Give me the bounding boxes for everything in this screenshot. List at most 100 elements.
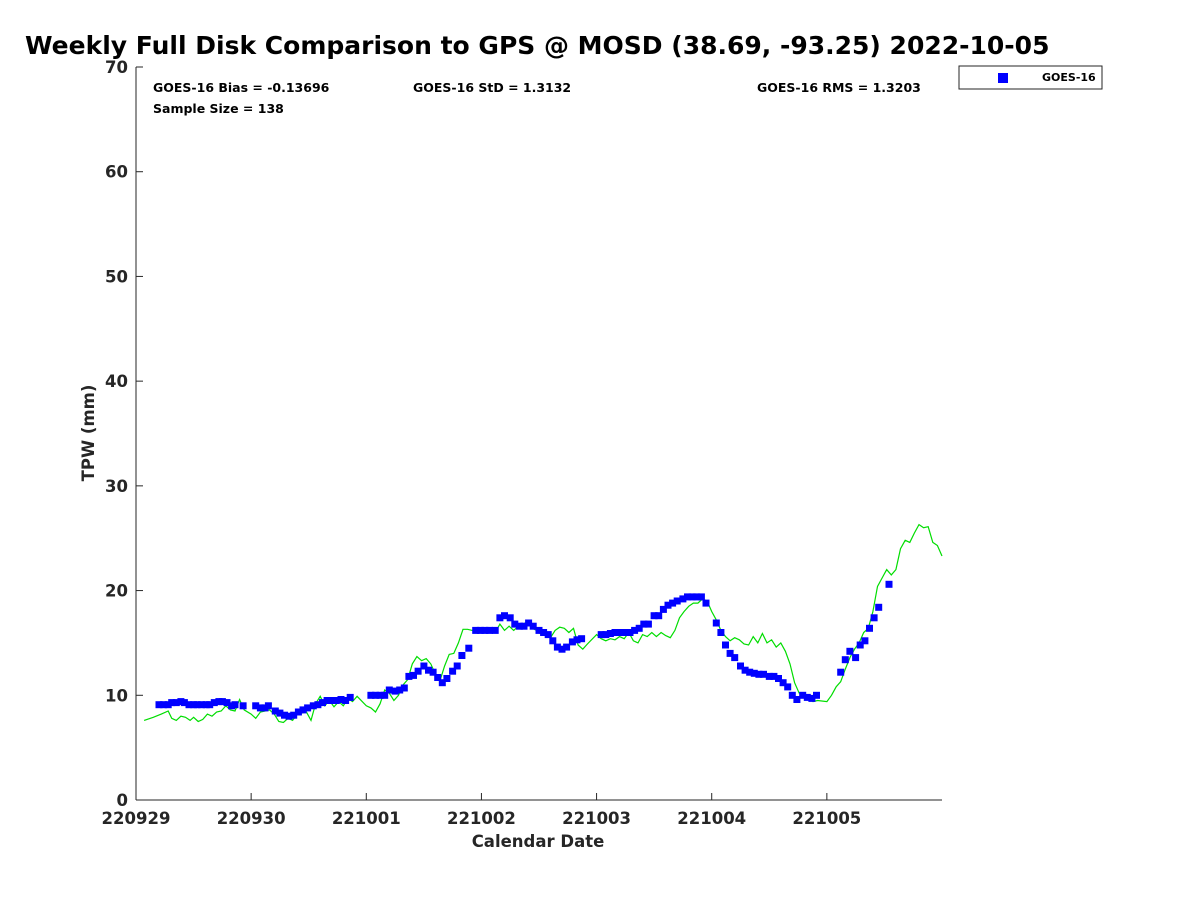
x-ticks: 220929 220930 221001 221002 221003 221004 2210… (102, 793, 861, 828)
goes-point (206, 701, 214, 709)
goes-point (400, 684, 408, 692)
goes-point (472, 626, 480, 634)
y-tick-label: 0 (117, 791, 128, 810)
goes-point (434, 674, 442, 681)
goes-point (563, 643, 571, 651)
goes-point (885, 580, 893, 588)
goes-point (491, 626, 499, 634)
goes-point (760, 670, 767, 678)
goes-point (693, 593, 701, 601)
goes-point (621, 629, 629, 636)
y-tick-label: 50 (105, 267, 128, 286)
goes-point (405, 672, 413, 680)
goes-point (640, 620, 648, 628)
goes-point (438, 679, 446, 687)
goes-point (323, 697, 331, 704)
x-tick-label: 221003 (562, 809, 631, 828)
goes-point (453, 662, 461, 670)
goes-point (391, 687, 399, 695)
goes-point (449, 667, 457, 675)
y-tick-label: 20 (105, 582, 128, 601)
goes-point (779, 679, 787, 687)
goes-point (602, 631, 610, 639)
goes-point (644, 620, 652, 628)
goes-point (611, 629, 619, 636)
goes-point (597, 631, 605, 639)
goes-point (304, 704, 312, 712)
goes-point (486, 626, 493, 634)
goes-point (544, 631, 552, 639)
plot-axes (135, 67, 942, 801)
goes-point (688, 593, 696, 601)
goes-point (856, 641, 864, 649)
goes-point (664, 601, 672, 609)
goes-point (372, 691, 379, 699)
goes-point (210, 699, 218, 707)
chart-title: Weekly Full Disk Comparison to GPS @ MOS… (25, 31, 1049, 60)
goes-point (443, 675, 451, 682)
x-tick-label: 221001 (332, 809, 401, 828)
goes-point (337, 696, 345, 703)
goes-point (529, 622, 537, 630)
sample-size-stat: Sample Size = 138 (153, 101, 284, 116)
goes-point (731, 654, 739, 662)
goes-point (420, 662, 428, 670)
goes-point (332, 697, 340, 704)
goes-point (659, 605, 667, 613)
goes-point (626, 629, 634, 636)
goes-point (784, 683, 792, 691)
goes-point (722, 641, 729, 649)
goes-point (511, 620, 519, 628)
goes-series (155, 580, 893, 720)
goes-point (655, 612, 663, 620)
goes-point (775, 675, 782, 682)
goes-point (256, 704, 264, 712)
gps-line (143, 523, 943, 724)
x-tick-label: 220929 (102, 809, 171, 828)
y-ticks: 0 10 20 30 40 50 60 70 (105, 58, 143, 810)
y-tick-label: 70 (105, 58, 128, 77)
goes-point (223, 699, 231, 707)
goes-point (276, 709, 284, 717)
goes-point (264, 702, 272, 710)
goes-point (328, 697, 336, 704)
goes-point (172, 699, 180, 707)
goes-point (635, 624, 643, 632)
goes-point (396, 686, 404, 694)
goes-point (813, 691, 820, 699)
goes-point (414, 667, 422, 675)
goes-point (376, 691, 384, 699)
goes-point (425, 666, 432, 674)
std-stat: GOES-16 StD = 1.3132 (413, 80, 571, 95)
goes-point (476, 626, 484, 634)
goes-point (788, 691, 796, 699)
goes-point (702, 599, 710, 607)
goes-point (540, 629, 548, 636)
goes-point (808, 694, 816, 702)
goes-point (606, 630, 614, 637)
goes-point (875, 603, 883, 611)
goes-point (765, 672, 773, 680)
goes-point (410, 671, 417, 679)
goes-point (481, 626, 489, 634)
goes-point (799, 691, 807, 699)
goes-point (746, 668, 754, 676)
goes-point (770, 672, 778, 680)
goes-point (314, 701, 322, 709)
goes-point (180, 699, 188, 707)
goes-point (231, 701, 239, 709)
goes-point (712, 619, 720, 627)
goes-point (385, 686, 393, 694)
goes-point (803, 693, 811, 701)
goes-point (755, 670, 763, 678)
goes-point (573, 636, 581, 644)
legend-label-goes: GOES-16 (1042, 71, 1096, 84)
bias-stat: GOES-16 Bias = -0.13696 (153, 80, 330, 95)
goes-point (684, 593, 691, 601)
gps-series (143, 523, 943, 724)
goes-point (458, 652, 466, 659)
goes-point (501, 612, 508, 620)
goes-point (168, 699, 176, 707)
goes-point (294, 708, 302, 716)
goes-point (650, 612, 658, 620)
